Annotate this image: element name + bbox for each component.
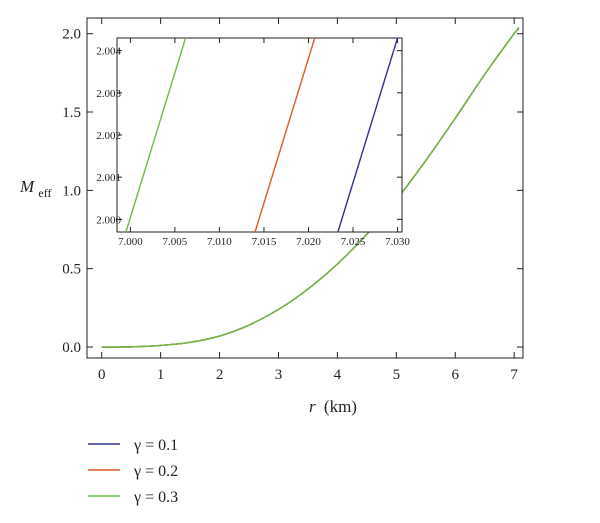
legend-label: γ = 0.2 [133, 463, 178, 480]
legend: γ = 0.1 γ = 0.2 γ = 0.3 [88, 437, 178, 506]
inset-x-tick-label: 7.010 [207, 236, 232, 248]
y-tick-label: 0.0 [62, 340, 81, 356]
x-tick-label: 4 [334, 367, 342, 383]
y-tick-label: 0.5 [62, 262, 81, 278]
y-axis-label: M eff [19, 177, 52, 200]
x-tick-label: 7 [510, 367, 518, 383]
inset-x-tick-label: 7.005 [163, 236, 188, 248]
inset-plot: 7.000 7.005 7.010 7.015 7.020 7.025 7.030 2.000… [96, 37, 410, 248]
x-tick-label: 5 [393, 367, 401, 383]
inset-x-tick-label: 7.020 [296, 236, 321, 248]
x-tick-label: 3 [275, 367, 283, 383]
inset-y-tick-label: 2.003 [96, 88, 121, 100]
inset-y-tick-label: 2.004 [96, 46, 121, 58]
inset-series-line [254, 38, 316, 232]
x-axis-symbol: r [309, 397, 316, 416]
inset-y-tick-label: 2.002 [96, 130, 121, 142]
legend-label: γ = 0.1 [133, 437, 178, 454]
inset-axis-ticks: 7.000 7.005 7.010 7.015 7.020 7.025 7.030 2.000… [96, 38, 410, 248]
x-tick-label: 1 [157, 367, 165, 383]
y-axis-subscript: eff [38, 186, 51, 200]
main-series-line [101, 26, 520, 348]
legend-item: γ = 0.2 [88, 463, 178, 480]
legend-item: γ = 0.3 [88, 489, 178, 506]
inset-x-tick-label: 7.015 [252, 236, 277, 248]
y-tick-label: 2.0 [62, 27, 81, 43]
main-series-lines [101, 26, 520, 348]
inset-series-lines [125, 38, 399, 232]
legend-label: γ = 0.3 [133, 489, 178, 506]
main-axis-ticks: 0 1 2 3 4 5 6 7 0.0 0.5 1.0 1.5 2.0 [62, 18, 523, 383]
inset-y-tick-label: 2.001 [96, 172, 121, 184]
inset-x-tick-label: 7.025 [341, 236, 366, 248]
y-axis-symbol: M [19, 177, 35, 196]
y-tick-label: 1.5 [62, 105, 81, 121]
inset-plot-frame [116, 37, 403, 233]
inset-x-tick-label: 7.000 [118, 236, 143, 248]
x-tick-label: 0 [98, 367, 106, 383]
x-tick-label: 2 [216, 367, 224, 383]
inset-y-tick-label: 2.000 [96, 214, 121, 226]
inset-x-tick-label: 7.030 [385, 236, 410, 248]
y-tick-label: 1.0 [62, 183, 81, 199]
x-tick-label: 6 [451, 367, 459, 383]
legend-item: γ = 0.1 [88, 437, 178, 454]
inset-series-line [337, 38, 399, 232]
main-plot-frame [86, 17, 524, 359]
x-axis-label: r (km) [309, 397, 357, 416]
x-axis-unit: (km) [324, 397, 357, 416]
main-plot: 0 1 2 3 4 5 6 7 0.0 0.5 1.0 1.5 2.0 r (km) M eff [19, 17, 524, 416]
inset-series-line [125, 38, 187, 232]
